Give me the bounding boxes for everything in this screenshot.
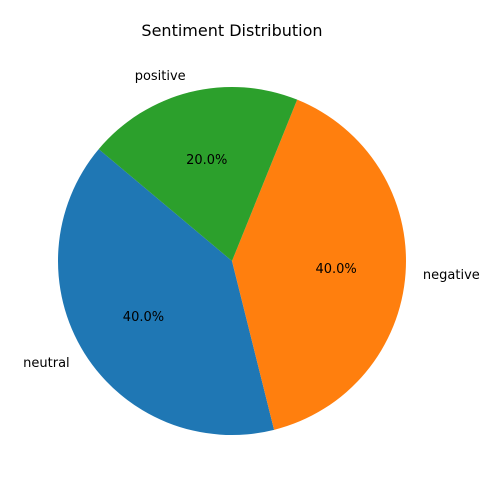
pie-slice-positive — [98, 86, 298, 262]
slice-label-neutral: neutral — [23, 356, 70, 371]
pie-slice-neutral — [57, 149, 275, 435]
pct-label-neutral: 40.0% — [123, 310, 164, 325]
pie-slice-negative — [232, 99, 406, 430]
chart-title: Sentiment Distribution — [141, 21, 322, 40]
pie-slices — [57, 86, 406, 435]
slice-label-positive: positive — [135, 69, 186, 84]
pct-label-positive: 20.0% — [186, 153, 227, 168]
pct-label-negative: 40.0% — [315, 262, 356, 277]
pie-labels: 40.0% neutral 40.0% negative 20.0% positive — [23, 69, 480, 371]
slice-label-negative: negative — [423, 268, 480, 283]
